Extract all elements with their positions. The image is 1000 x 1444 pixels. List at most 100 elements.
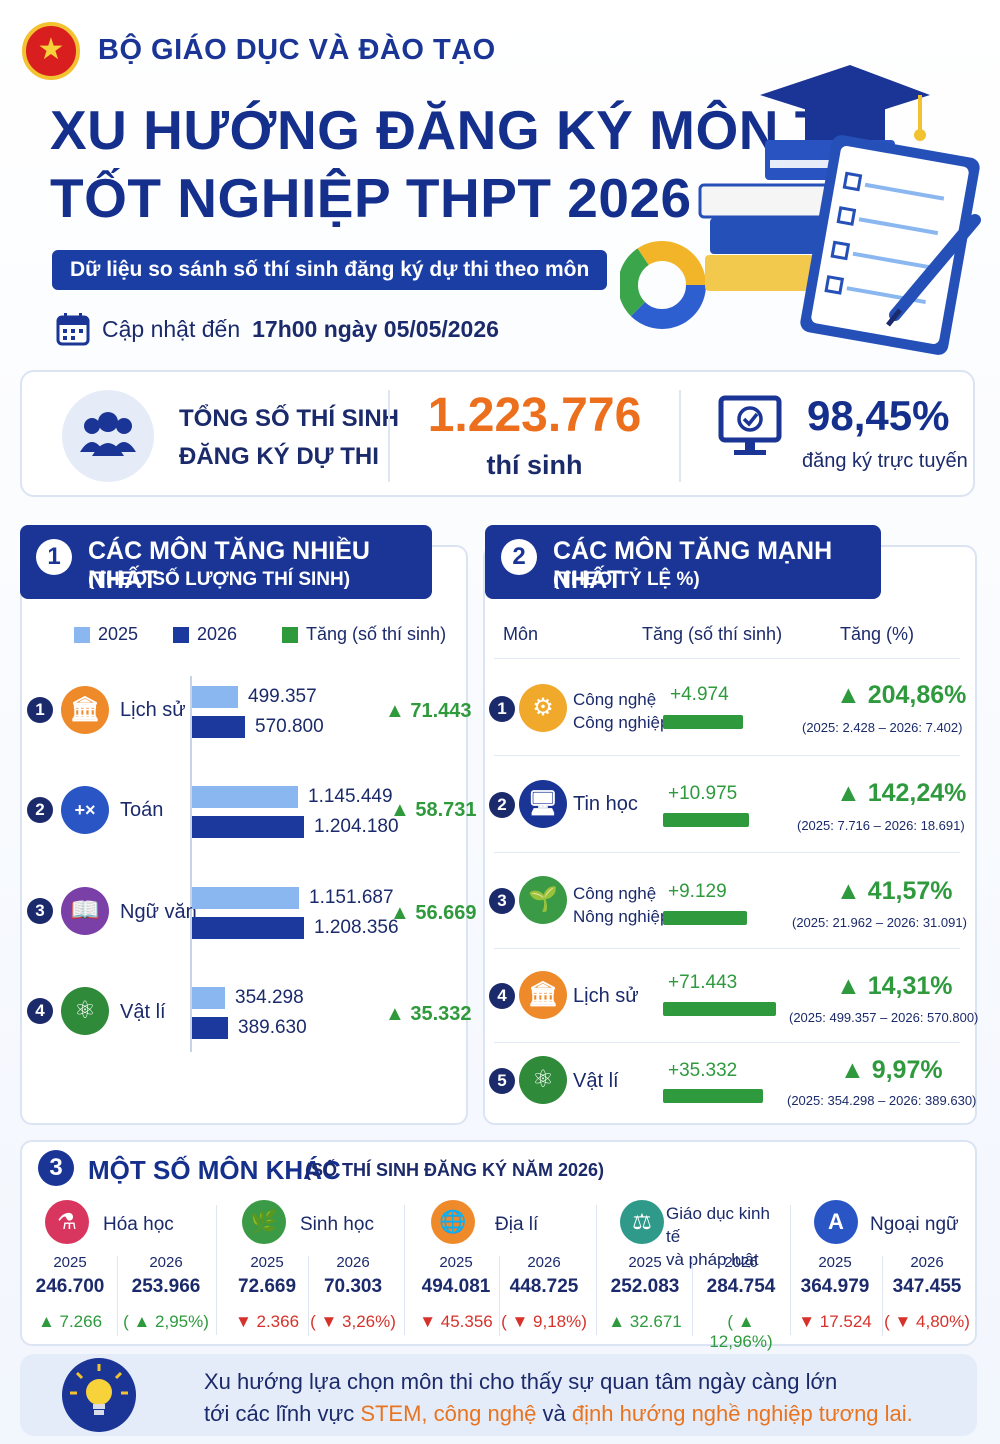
increase-value: ▲ 56.669 — [390, 902, 477, 924]
year-label: 2025 — [628, 1254, 662, 1271]
subject-name: Vật lí — [573, 1070, 619, 1092]
panel-strongest-increase — [483, 545, 977, 1125]
divider — [692, 1256, 693, 1336]
panel-2-number: 2 — [501, 539, 537, 575]
change-count: ▼ 2.366 — [234, 1312, 300, 1331]
panel-1-header: 1 CÁC MÔN TĂNG NHIỀU NHẤT (THEO SỐ LƯỢNG… — [20, 525, 432, 599]
bar-label-2026: 570.800 — [255, 716, 324, 737]
bar-label-2025: 499.357 — [248, 686, 317, 707]
year-label: 2025 — [439, 1254, 473, 1271]
change-count: ▼ 17.524 — [798, 1312, 872, 1331]
increase-percent: ▲ 142,24% — [836, 779, 967, 807]
increase-bar — [663, 911, 747, 925]
monitor-check-icon — [718, 395, 782, 455]
bar-label-2026: 389.630 — [238, 1017, 307, 1038]
year-label: 2026 — [724, 1254, 758, 1271]
value-2025: 246.700 — [35, 1276, 105, 1297]
total-label: TỔNG SỐ THÍ SINH ĐĂNG KÝ DỰ THI — [179, 400, 399, 476]
bar-label-2026: 1.208.356 — [314, 917, 399, 938]
year-comparison: (2025: 499.357 – 2026: 570.800) — [789, 1010, 979, 1025]
subject-name: Ngữ văn — [120, 901, 197, 923]
year-label: 2026 — [336, 1254, 370, 1271]
bar-2025 — [192, 686, 238, 708]
legend-swatch — [74, 626, 90, 643]
subject-name: Công nghệ Nông nghiệp — [573, 882, 669, 928]
update-prefix: Cập nhật đến — [102, 315, 241, 342]
subject-name: Lịch sử — [120, 699, 186, 721]
year-label: 2025 — [818, 1254, 852, 1271]
flask-icon: ⚗ — [45, 1200, 89, 1244]
subject-name: Tin học — [573, 793, 638, 815]
subject-name: Lịch sử — [573, 985, 639, 1007]
total-label-line-1: TỔNG SỐ THÍ SINH — [179, 405, 400, 432]
online-label: đăng ký trực tuyến — [802, 450, 968, 472]
subject-name: Sinh học — [300, 1214, 374, 1235]
change-count: ▲ 7.266 — [37, 1312, 103, 1331]
column-header-percent: Tăng (%) — [840, 624, 915, 644]
year-label: 2026 — [910, 1254, 944, 1271]
panel-2-heading: CÁC MÔN TĂNG MẠNH NHẤT — [553, 537, 833, 594]
clipboard-checklist-icon — [800, 135, 980, 355]
conclusion-line-2: tới các lĩnh vực STEM, công nghệ và định… — [204, 1398, 913, 1430]
pen-icon — [886, 214, 981, 327]
highlight-stem: STEM, công nghệ — [360, 1401, 537, 1426]
year-comparison: (2025: 7.716 – 2026: 18.691) — [797, 818, 965, 833]
change-count: ▲ 32.671 — [608, 1312, 682, 1331]
divider — [216, 1205, 217, 1335]
section-3-number: 3 — [38, 1150, 74, 1186]
divider — [499, 1256, 500, 1336]
math-operators-icon: +× — [61, 786, 109, 834]
increase-count: +35.332 — [668, 1060, 738, 1081]
rank-badge: 4 — [489, 983, 515, 1009]
page-title: XU HƯỚNG ĐĂNG KÝ MÔN THI TỐT NGHIỆP THPT… — [50, 96, 885, 232]
bar-2026 — [192, 917, 304, 939]
subject-name: Vật lí — [120, 1001, 166, 1023]
value-2025: 494.081 — [421, 1276, 491, 1297]
divider — [790, 1205, 791, 1335]
open-book-icon: 📖 — [61, 887, 109, 935]
panel-2-header: 2 CÁC MÔN TĂNG MẠNH NHẤT (THEO TỶ LỆ %) — [485, 525, 881, 599]
total-label-line-2: ĐĂNG KÝ DỰ THI — [179, 443, 379, 470]
bar-label-2025: 354.298 — [235, 987, 304, 1008]
online-percentage: 98,45% — [807, 392, 950, 439]
rank-badge: 1 — [489, 696, 515, 722]
rank-badge: 4 — [27, 998, 53, 1024]
value-2025: 364.979 — [800, 1276, 870, 1297]
increase-count: +9.129 — [668, 881, 727, 902]
row-divider — [494, 948, 960, 949]
rank-badge: 5 — [489, 1068, 515, 1094]
subject-name: Ngoại ngữ — [870, 1214, 959, 1235]
year-label: 2025 — [250, 1254, 284, 1271]
conclusion-text: Xu hướng lựa chọn môn thi cho thấy sự qu… — [204, 1366, 913, 1430]
subject-name-line: Công nghệ — [573, 690, 657, 709]
rank-badge: 1 — [27, 697, 53, 723]
row-divider — [494, 852, 960, 853]
bar-label-2025: 1.151.687 — [309, 887, 394, 908]
increase-percent: ▲ 9,97% — [840, 1056, 943, 1084]
summary-card: TỔNG SỐ THÍ SINH ĐĂNG KÝ DỰ THI 1.223.77… — [20, 370, 975, 497]
donut-chart-icon — [620, 241, 706, 329]
atom-icon: ⚛ — [519, 1056, 567, 1104]
subject-card-biology: 🌿 Sinh học 2025 2026 72.669 70.303 ▼ 2.3… — [222, 1200, 408, 1340]
conclusion-line-1: Xu hướng lựa chọn môn thi cho thấy sự qu… — [204, 1369, 838, 1394]
value-2026: 70.303 — [323, 1276, 383, 1297]
value-2026: 448.725 — [509, 1276, 579, 1297]
legend-label: 2025 — [98, 624, 139, 644]
leaf-icon: 🌿 — [242, 1200, 286, 1244]
value-2025: 252.083 — [610, 1276, 680, 1297]
year-comparison: (2025: 2.428 – 2026: 7.402) — [802, 720, 963, 735]
legend-label: 2026 — [197, 624, 238, 644]
panel-other-subjects — [20, 1140, 977, 1346]
row-divider — [494, 755, 960, 756]
increase-count: +4.974 — [670, 684, 729, 705]
legend-swatch — [282, 626, 298, 643]
subject-name-line: Giáo dục kinh tế — [666, 1204, 770, 1246]
divider — [117, 1256, 118, 1336]
change-percent: ( ▲ 2,95%) — [123, 1312, 209, 1331]
total-candidates: 1.223.776 — [427, 389, 642, 442]
national-emblem-icon: ★ — [22, 22, 80, 80]
rank-badge: 3 — [27, 898, 53, 924]
subject-name-line: Công nghệ — [573, 884, 657, 903]
globe-icon: 🌐 — [431, 1200, 475, 1244]
ministry-name: BỘ GIÁO DỤC VÀ ĐÀO TẠO — [98, 34, 496, 66]
